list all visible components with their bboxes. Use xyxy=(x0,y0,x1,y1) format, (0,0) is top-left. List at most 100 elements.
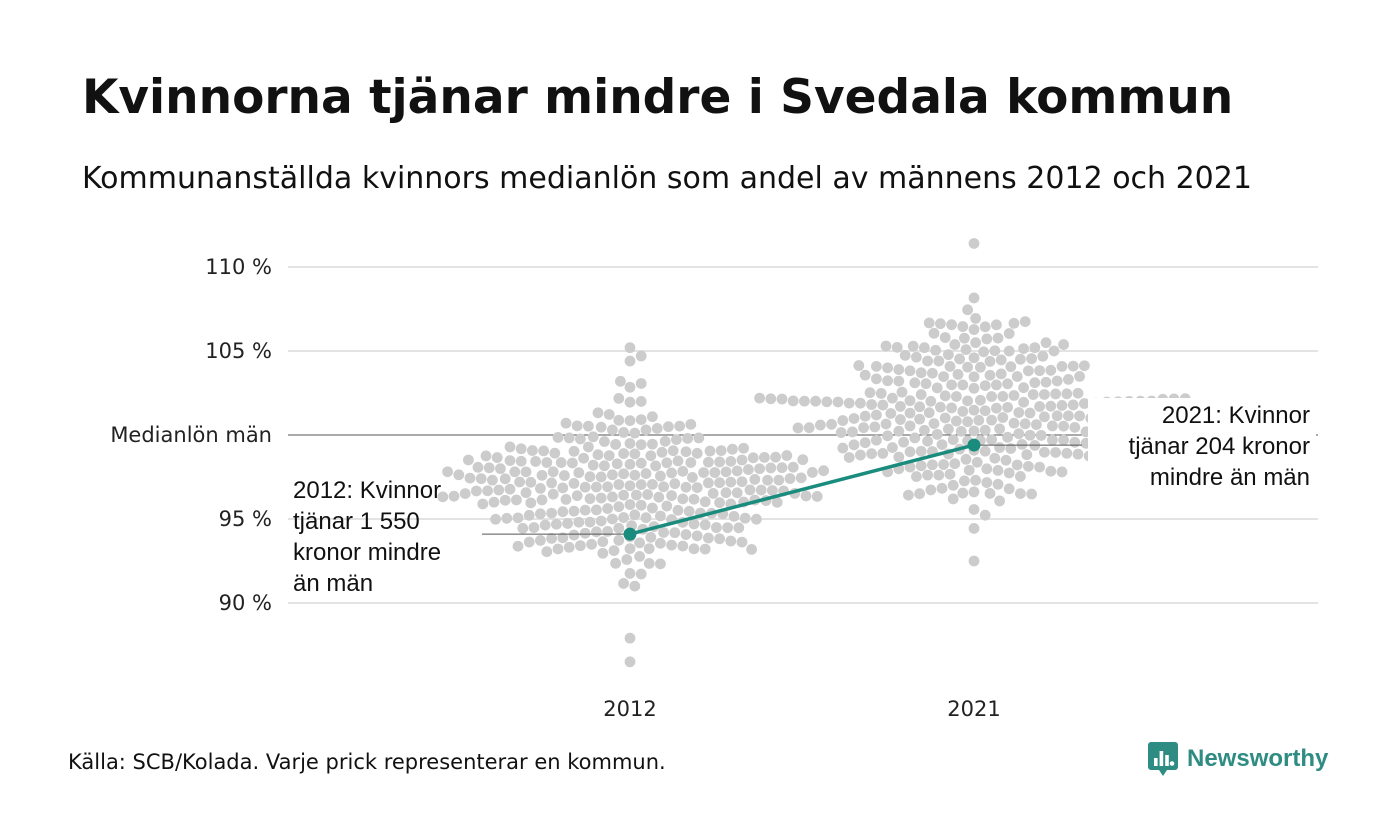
municipality-dot xyxy=(495,463,506,475)
municipality-dot xyxy=(595,471,607,483)
municipality-dot xyxy=(859,410,871,422)
municipality-dot xyxy=(563,432,575,444)
municipality-dot xyxy=(755,484,767,496)
municipality-dot xyxy=(1074,410,1085,422)
municipality-dot xyxy=(591,481,602,493)
municipality-dot xyxy=(640,512,652,524)
municipality-dot xyxy=(938,371,949,383)
municipality-dot xyxy=(691,447,703,459)
municipality-dot xyxy=(880,418,892,430)
municipality-dot xyxy=(653,491,665,503)
municipality-dot xyxy=(602,503,613,514)
municipality-dot xyxy=(1039,411,1050,423)
municipality-dot xyxy=(875,388,887,399)
municipality-dot xyxy=(738,442,749,454)
municipality-dot xyxy=(687,472,698,483)
municipality-dot xyxy=(767,485,778,496)
municipality-dot xyxy=(968,371,980,383)
municipality-dot xyxy=(1029,342,1041,354)
municipality-dot xyxy=(603,450,615,462)
municipality-dot xyxy=(871,434,882,446)
municipality-dot xyxy=(776,393,788,405)
municipality-dot xyxy=(979,321,991,333)
brand-name: Newsworthy xyxy=(1187,745,1329,772)
municipality-dot xyxy=(1034,401,1045,412)
y-tick-label: 105 % xyxy=(205,339,272,363)
y-tick-label: 110 % xyxy=(205,255,272,279)
municipality-dot xyxy=(568,529,580,541)
municipality-dot xyxy=(525,497,537,509)
municipality-dot xyxy=(699,519,711,531)
municipality-dot xyxy=(583,420,594,432)
municipality-dot xyxy=(547,466,559,478)
annotation-line: mindre än män xyxy=(1150,464,1310,491)
municipality-dot xyxy=(1072,387,1084,399)
municipality-dot xyxy=(535,534,546,546)
municipality-dot xyxy=(552,432,564,443)
municipality-dot xyxy=(1023,460,1034,472)
municipality-dot xyxy=(731,465,743,477)
municipality-dot xyxy=(855,449,866,461)
municipality-dot xyxy=(621,554,633,565)
municipality-dot xyxy=(535,482,546,494)
municipality-dot xyxy=(579,504,591,516)
municipality-dot xyxy=(970,474,981,486)
municipality-dot xyxy=(869,421,881,433)
municipality-dot xyxy=(871,373,882,385)
municipality-dot xyxy=(968,523,980,534)
y-tick-label: 95 % xyxy=(219,507,272,531)
municipality-dot xyxy=(704,445,716,457)
municipality-dot xyxy=(591,526,602,538)
municipality-dot xyxy=(743,464,754,475)
municipality-dot xyxy=(994,423,1005,435)
municipality-dot xyxy=(536,494,548,506)
municipality-dot xyxy=(647,438,658,450)
municipality-dot xyxy=(707,487,719,499)
municipality-dot xyxy=(535,508,546,520)
municipality-dot xyxy=(688,493,700,505)
municipality-dot xyxy=(949,339,961,350)
municipality-dot xyxy=(618,468,629,480)
municipality-dot xyxy=(911,351,922,363)
municipality-dot xyxy=(997,412,1009,423)
municipality-dot xyxy=(635,396,647,407)
municipality-dot xyxy=(693,432,705,444)
municipality-dot xyxy=(477,498,489,510)
municipality-dot xyxy=(1051,375,1063,387)
municipality-dot xyxy=(815,419,826,431)
municipality-dot xyxy=(720,487,732,499)
municipality-dot xyxy=(754,463,765,475)
municipality-dot xyxy=(821,396,833,408)
municipality-dot xyxy=(642,489,653,500)
municipality-dot xyxy=(1003,345,1015,357)
municipality-dot xyxy=(960,453,972,465)
municipality-dot xyxy=(1063,373,1074,385)
municipality-dot xyxy=(1015,471,1026,482)
municipality-dot xyxy=(624,480,636,492)
municipality-dot xyxy=(635,439,647,451)
municipality-dot xyxy=(959,332,970,344)
municipality-dot xyxy=(1002,401,1013,413)
municipality-dot xyxy=(968,486,980,498)
annotation-line: 2012: Kvinnor xyxy=(293,477,441,504)
municipality-dot xyxy=(1005,361,1017,373)
municipality-dot xyxy=(659,435,671,447)
municipality-dot xyxy=(968,425,980,437)
municipality-dot xyxy=(776,462,788,474)
municipality-dot xyxy=(1018,396,1029,408)
municipality-dot xyxy=(979,424,991,436)
municipality-dot xyxy=(952,368,964,380)
municipality-dot xyxy=(893,425,905,437)
municipality-dot xyxy=(922,435,933,447)
municipality-dot xyxy=(951,415,962,427)
municipality-dot xyxy=(482,485,493,497)
municipality-dot xyxy=(935,318,946,330)
municipality-dot xyxy=(661,500,673,512)
municipality-dot xyxy=(563,541,575,553)
municipality-dot xyxy=(691,530,703,542)
newsworthy-logo-icon xyxy=(1148,742,1178,776)
municipality-dot xyxy=(666,539,677,551)
municipality-dot xyxy=(629,469,641,481)
municipality-dot xyxy=(725,455,737,467)
municipality-dot xyxy=(749,474,761,485)
